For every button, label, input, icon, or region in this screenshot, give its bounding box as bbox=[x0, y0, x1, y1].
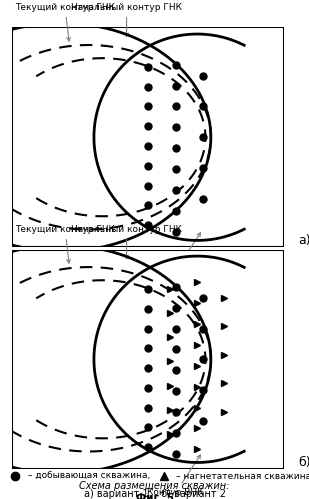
Text: Текущий контур ГНК: Текущий контур ГНК bbox=[15, 3, 115, 41]
Text: Текущий контур ГНК: Текущий контур ГНК bbox=[15, 225, 115, 263]
Text: – добывающая скважина,: – добывающая скважина, bbox=[28, 472, 150, 481]
Text: а): а) bbox=[298, 234, 309, 247]
Text: Контур ВНК: Контур ВНК bbox=[147, 233, 204, 275]
Text: Фиг. 5: Фиг. 5 bbox=[136, 493, 173, 499]
Text: – нагнетательная скважина: – нагнетательная скважина bbox=[176, 472, 309, 481]
Text: а) вариант 1,   б) вариант 2: а) вариант 1, б) вариант 2 bbox=[83, 489, 226, 499]
Text: Начальный контур ГНК: Начальный контур ГНК bbox=[71, 225, 182, 258]
Text: Контур ВНК: Контур ВНК bbox=[147, 455, 204, 498]
Text: Начальный контур ГНК: Начальный контур ГНК bbox=[71, 3, 182, 36]
Text: Схема размещения скважин:: Схема размещения скважин: bbox=[79, 481, 230, 491]
Text: б): б) bbox=[298, 456, 309, 469]
